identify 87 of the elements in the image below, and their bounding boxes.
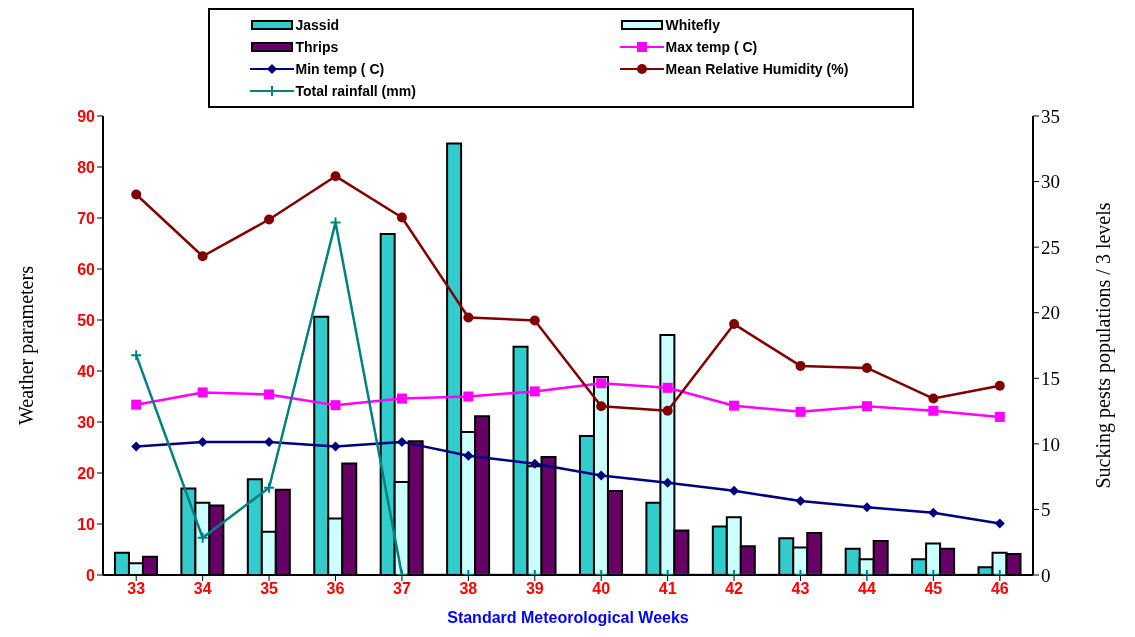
x-tick-label: 36 xyxy=(326,580,345,598)
point xyxy=(330,171,341,182)
x-tick-label: 34 xyxy=(193,580,212,598)
point xyxy=(197,436,208,447)
point xyxy=(795,406,806,417)
point xyxy=(330,441,341,452)
y-tick-label: 60 xyxy=(77,260,96,278)
y-tick-label: 50 xyxy=(77,311,96,329)
point xyxy=(729,319,740,330)
point xyxy=(662,405,673,416)
x-tick-label: 42 xyxy=(725,580,744,598)
x-tick-label: 39 xyxy=(525,580,544,598)
point xyxy=(861,502,872,513)
legend-label: Jassid xyxy=(295,17,340,33)
point xyxy=(396,436,407,447)
point xyxy=(463,450,474,461)
x-tick-label: 43 xyxy=(791,580,810,598)
y-tick-label: 70 xyxy=(77,209,96,227)
point xyxy=(396,212,407,223)
point xyxy=(729,400,740,411)
point xyxy=(994,411,1005,422)
y2-tick-label: 30 xyxy=(1041,171,1060,193)
y-tick-label: 80 xyxy=(77,158,96,176)
point xyxy=(662,382,673,393)
point xyxy=(131,441,142,452)
y2-tick-label: 25 xyxy=(1041,236,1060,258)
x-tick-label: 46 xyxy=(990,580,1009,598)
point xyxy=(197,251,208,262)
y2-tick-label: 20 xyxy=(1041,302,1060,324)
legend-label: Total rainfall (mm) xyxy=(295,83,416,99)
point xyxy=(596,470,607,481)
point xyxy=(795,496,806,507)
point xyxy=(263,481,276,494)
x-tick-label: 45 xyxy=(924,580,943,598)
x-tick-label: 41 xyxy=(658,580,677,598)
y-tick-label: 30 xyxy=(77,413,96,431)
point xyxy=(928,507,939,518)
point xyxy=(529,386,540,397)
point xyxy=(662,477,673,488)
point xyxy=(264,389,275,400)
point xyxy=(596,378,607,389)
point xyxy=(330,400,341,411)
y2-tick-label: 0 xyxy=(1041,564,1051,586)
point xyxy=(928,393,939,404)
point xyxy=(396,393,407,404)
y-tick-label: 40 xyxy=(77,362,96,380)
point xyxy=(729,485,740,496)
point xyxy=(264,214,275,225)
y2-tick-label: 10 xyxy=(1041,433,1060,455)
point xyxy=(861,401,872,412)
y-tick-label: 20 xyxy=(77,464,96,482)
x-tick-label: 35 xyxy=(260,580,279,598)
legend-label: Whitefly xyxy=(665,17,720,33)
y-axis-title: Weather parameters xyxy=(15,265,39,425)
point xyxy=(264,436,275,447)
x-tick-label: 40 xyxy=(592,580,611,598)
point xyxy=(131,399,142,410)
y2-axis-title: Sucking pests populations / 3 levels xyxy=(1092,202,1116,489)
y2-tick-label: 35 xyxy=(1041,105,1060,127)
x-tick-label: 33 xyxy=(127,580,146,598)
point xyxy=(197,387,208,398)
y-tick-label: 0 xyxy=(86,566,96,584)
point xyxy=(596,401,607,412)
point xyxy=(131,189,142,200)
y-tick-label: 90 xyxy=(77,107,96,125)
legend-label: Thrips xyxy=(295,39,339,55)
y-tick-label: 10 xyxy=(77,515,96,533)
x-tick-label: 44 xyxy=(858,580,876,598)
legend-label: Min temp ( C) xyxy=(295,61,385,77)
point xyxy=(130,349,143,362)
point xyxy=(529,315,540,326)
point xyxy=(463,312,474,323)
point xyxy=(928,405,939,416)
legend-label: Mean Relative Humidity (%) xyxy=(665,61,849,77)
point xyxy=(196,531,209,544)
legend-label: Max temp ( C) xyxy=(665,39,758,55)
x-tick-label: 37 xyxy=(393,580,411,598)
point xyxy=(529,458,540,469)
y2-tick-label: 15 xyxy=(1041,368,1060,390)
x-axis-title: Standard Meteorological Weeks xyxy=(447,609,689,626)
point xyxy=(994,380,1005,391)
point xyxy=(861,362,872,373)
y2-tick-label: 5 xyxy=(1041,499,1051,521)
x-tick-label: 38 xyxy=(459,580,478,598)
point xyxy=(795,360,806,371)
point xyxy=(994,518,1005,529)
point xyxy=(463,391,474,402)
